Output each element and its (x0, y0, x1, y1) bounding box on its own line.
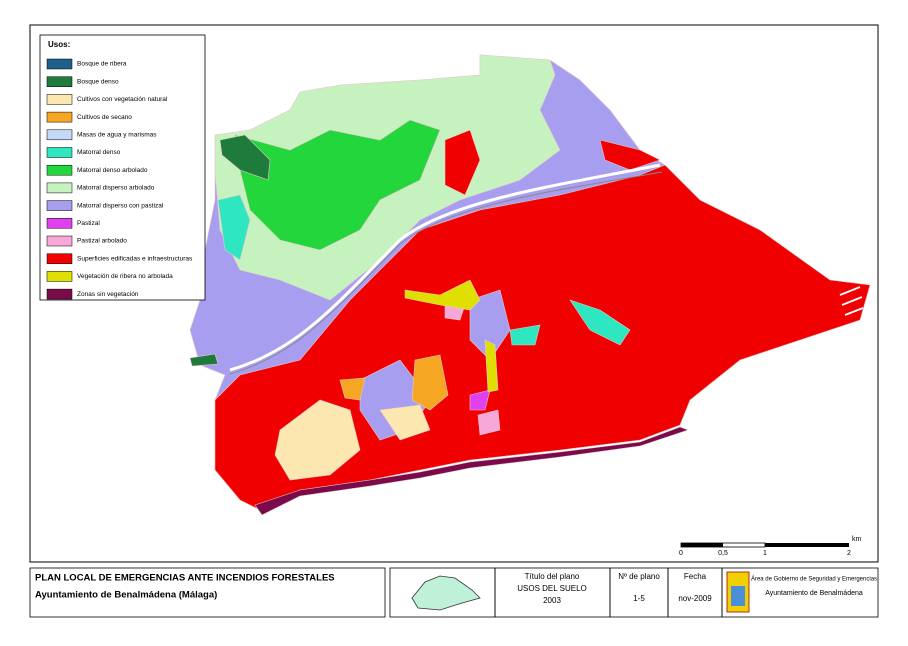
legend-label: Bosque de ribera (77, 61, 127, 68)
legend-swatch (46, 182, 73, 194)
land-use-region (404, 279, 481, 311)
land-use-region (254, 426, 689, 516)
label: Nº de plano (618, 572, 660, 581)
map (189, 54, 871, 516)
scale-label: 2 (847, 550, 851, 557)
land-use-region (219, 134, 271, 181)
legend-label: Bosque denso (77, 78, 119, 85)
value: nov-2009 (678, 594, 712, 603)
land-use-region (469, 389, 491, 411)
label: Título del plano (525, 572, 580, 581)
land-use-region (217, 194, 251, 261)
value: 1-5 (633, 594, 645, 603)
legend-label: Cultivos de secano (77, 114, 132, 121)
legend-label: Matorral disperso arbolado (77, 185, 155, 192)
legend-label: Masas de agua y marismas (77, 132, 157, 139)
legend: Usos: Bosque de ribera Bosque denso Cultiv… (39, 34, 206, 301)
title-texts: PLAN LOCAL DE EMERGENCIAS ANTE INCENDIOS… (35, 572, 877, 605)
land-use-region (234, 119, 441, 251)
land-use-region (189, 353, 219, 367)
scale-label: 1 (763, 550, 767, 557)
scale-bar: 0 0,5 1 2 km (679, 536, 861, 557)
legend-swatch (46, 111, 73, 123)
legend-label: Matorral disperso con pastizal (77, 202, 164, 209)
legend-label: Cultivos con vegetación natural (77, 96, 168, 103)
legend-swatch (46, 147, 73, 158)
land-use-region (509, 324, 541, 346)
plan-title: PLAN LOCAL DE EMERGENCIAS ANTE INCENDIOS… (35, 573, 335, 584)
legend-label: Pastizal arbolado (77, 238, 127, 245)
label: Fecha (684, 572, 707, 581)
legend-swatch (46, 76, 73, 87)
legend-swatch (46, 271, 73, 282)
scale-label: 0,5 (718, 550, 728, 557)
land-use-region (411, 354, 449, 411)
land-use-region (444, 129, 481, 196)
council: Ayuntamiento de Benalmádena (765, 590, 863, 597)
land-use-region (477, 409, 501, 436)
land-use-region (599, 139, 661, 171)
legend-swatch (46, 164, 73, 176)
department: Área de Gobierno de Seguridad y Emergenc… (751, 576, 877, 583)
legend-swatch (46, 218, 73, 229)
land-use-region (339, 377, 366, 401)
legend-swatch (46, 129, 73, 141)
scale-label: 0 (679, 550, 683, 557)
legend-swatch (46, 200, 73, 211)
legend-label: Superficies edificadas e infraestructura… (77, 255, 193, 262)
value: USOS DEL SUELO (517, 584, 587, 593)
legend-swatch (46, 235, 73, 247)
legend-swatch (46, 253, 73, 264)
scale-unit: km (852, 536, 862, 543)
legend-label: Matorral denso (77, 149, 121, 156)
legend-label: Pastizal (77, 220, 100, 227)
municipality: Ayuntamiento de Benalmádena (Málaga) (35, 590, 217, 601)
title-block (29, 567, 879, 618)
legend-label: Vegetación de ribera no arbolada (77, 273, 173, 280)
land-use-region (469, 289, 511, 361)
legend-label: Matorral denso arbolado (77, 167, 148, 174)
land-use-region (379, 404, 431, 441)
legend-swatch (46, 94, 73, 105)
legend-label: Zonas sin vegetación (77, 291, 139, 298)
land-use-region (274, 399, 361, 481)
land-use-region (569, 299, 631, 346)
legend-swatch (46, 58, 73, 70)
land-use-region (484, 339, 499, 393)
legend-title: Usos: (48, 40, 70, 49)
value: 2003 (543, 596, 561, 605)
legend-swatch (46, 288, 73, 300)
